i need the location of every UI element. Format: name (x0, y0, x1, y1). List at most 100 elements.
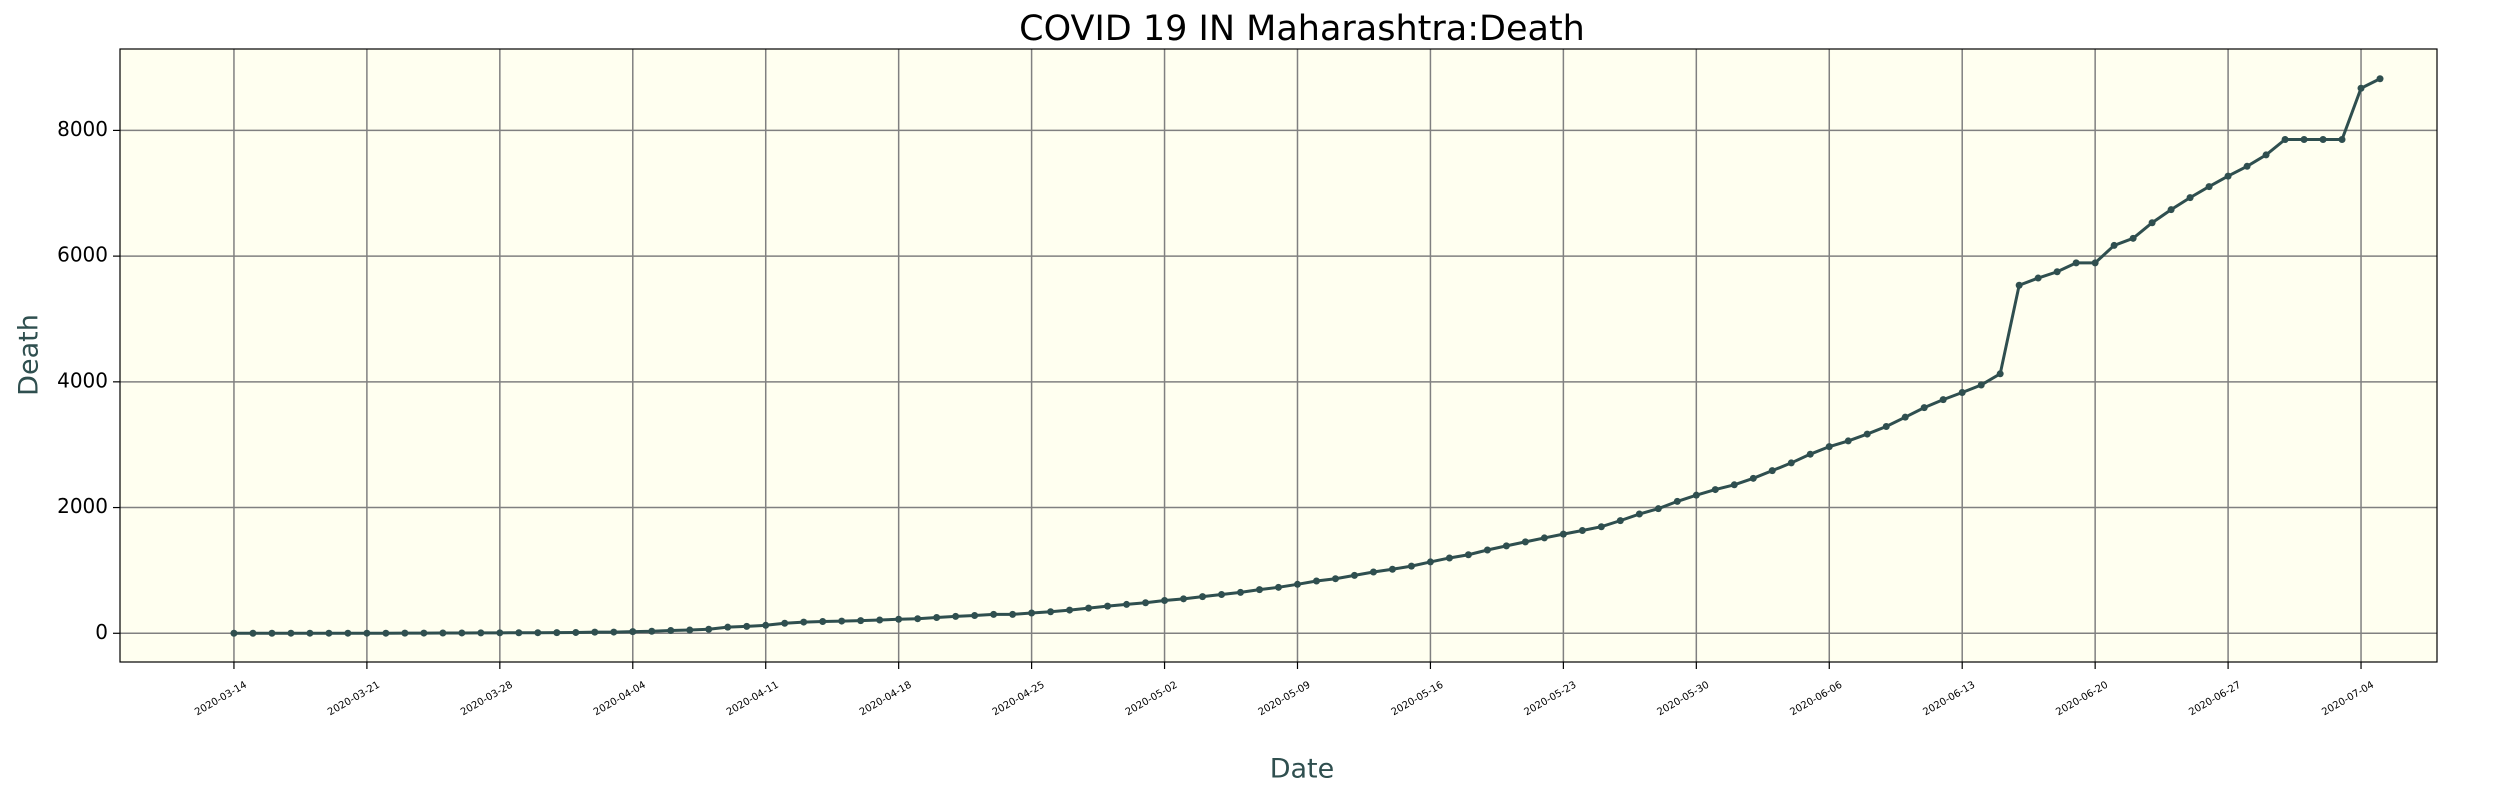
data-point (1142, 599, 1150, 607)
data-point (781, 619, 789, 627)
data-point (762, 621, 770, 629)
data-point (1597, 523, 1605, 531)
data-point (325, 629, 333, 637)
y-tick-label: 6000 (57, 243, 108, 267)
data-point (1939, 396, 1947, 404)
data-point (2262, 151, 2270, 159)
data-point (1180, 595, 1188, 603)
data-point (572, 628, 580, 636)
data-point (1256, 586, 1264, 594)
data-point (648, 627, 656, 635)
data-point (914, 615, 922, 623)
data-point (1749, 474, 1757, 482)
data-point (306, 629, 314, 637)
x-tick-label: 2020-06-27 (2187, 680, 2243, 719)
data-point (2072, 259, 2080, 267)
data-point (952, 612, 960, 620)
data-point (933, 613, 941, 621)
x-tick-label: 2020-05-30 (1655, 680, 1711, 719)
data-point (477, 629, 485, 637)
x-tick-label: 2020-04-25 (991, 680, 1047, 719)
data-point (1369, 568, 1377, 576)
data-point (1009, 610, 1017, 618)
data-point (1521, 538, 1529, 546)
data-point (439, 629, 447, 637)
data-point (1331, 575, 1339, 583)
x-axis-label: Date (1270, 754, 1335, 785)
data-point (1920, 404, 1928, 412)
data-point (2110, 241, 2118, 249)
y-tick-label: 8000 (57, 117, 108, 141)
data-point (800, 618, 808, 626)
data-point (1464, 551, 1472, 559)
data-point (591, 628, 599, 636)
data-point (1635, 510, 1643, 518)
data-point (1616, 517, 1624, 525)
x-tick-label: 2020-06-06 (1788, 680, 1844, 719)
data-point (2319, 136, 2327, 144)
data-point (629, 628, 637, 636)
data-point (2015, 281, 2023, 289)
data-point (2281, 136, 2289, 144)
data-point (1806, 450, 1814, 458)
data-point (2186, 194, 2194, 202)
x-tick-label: 2020-05-09 (1257, 680, 1313, 719)
plot-frame (119, 48, 2438, 663)
data-point (1066, 606, 1074, 614)
data-point (1559, 530, 1567, 538)
data-point (686, 626, 694, 634)
data-point (1275, 583, 1282, 591)
data-point (268, 629, 276, 637)
x-tick-label: 2020-06-13 (1921, 680, 1977, 719)
data-point (2376, 75, 2384, 83)
data-point (1692, 491, 1700, 499)
data-point (990, 610, 998, 618)
data-point (1882, 423, 1890, 431)
x-tick-label: 2020-03-28 (459, 680, 515, 719)
data-point (1673, 497, 1681, 505)
x-tick-label: 2020-06-20 (2054, 680, 2110, 719)
data-point (1445, 554, 1453, 562)
data-point (249, 629, 257, 637)
data-point (2148, 219, 2156, 227)
data-point (1350, 571, 1358, 579)
data-point (420, 629, 428, 637)
data-point (534, 629, 542, 637)
data-point (819, 618, 827, 626)
data-point (743, 622, 751, 630)
data-point (401, 629, 409, 637)
data-point (1578, 526, 1586, 534)
chart-title: COVID 19 IN Maharashtra:Death (1019, 9, 1585, 49)
data-point (1104, 602, 1112, 610)
data-point (724, 623, 732, 631)
data-point (1502, 542, 1510, 550)
data-point (230, 629, 238, 637)
x-tick-label: 2020-07-04 (2320, 680, 2376, 719)
y-tick-label: 0 (95, 620, 108, 644)
data-point (1768, 467, 1776, 475)
data-point (2357, 84, 2365, 92)
plot-background (120, 49, 2437, 662)
data-point (458, 629, 466, 637)
data-point (1958, 389, 1966, 397)
data-point (382, 629, 390, 637)
x-tick-label: 2020-04-18 (858, 680, 914, 719)
data-point (1237, 588, 1245, 596)
x-tick-label: 2020-03-14 (193, 680, 249, 719)
data-point (2034, 274, 2042, 282)
data-point (2338, 136, 2346, 144)
data-point (2091, 259, 2099, 267)
data-point (1161, 597, 1169, 605)
data-point (1483, 546, 1491, 554)
y-tick-label: 4000 (57, 368, 108, 392)
data-point (1977, 381, 1985, 389)
data-point (1426, 558, 1434, 566)
data-point (2300, 136, 2308, 144)
y-tick-label: 2000 (57, 494, 108, 518)
x-tick-label: 2020-03-21 (326, 680, 382, 719)
data-point (1901, 413, 1909, 421)
data-point (705, 625, 713, 633)
y-axis-label: Death (14, 314, 45, 396)
data-point (287, 629, 295, 637)
data-point (1825, 443, 1833, 451)
